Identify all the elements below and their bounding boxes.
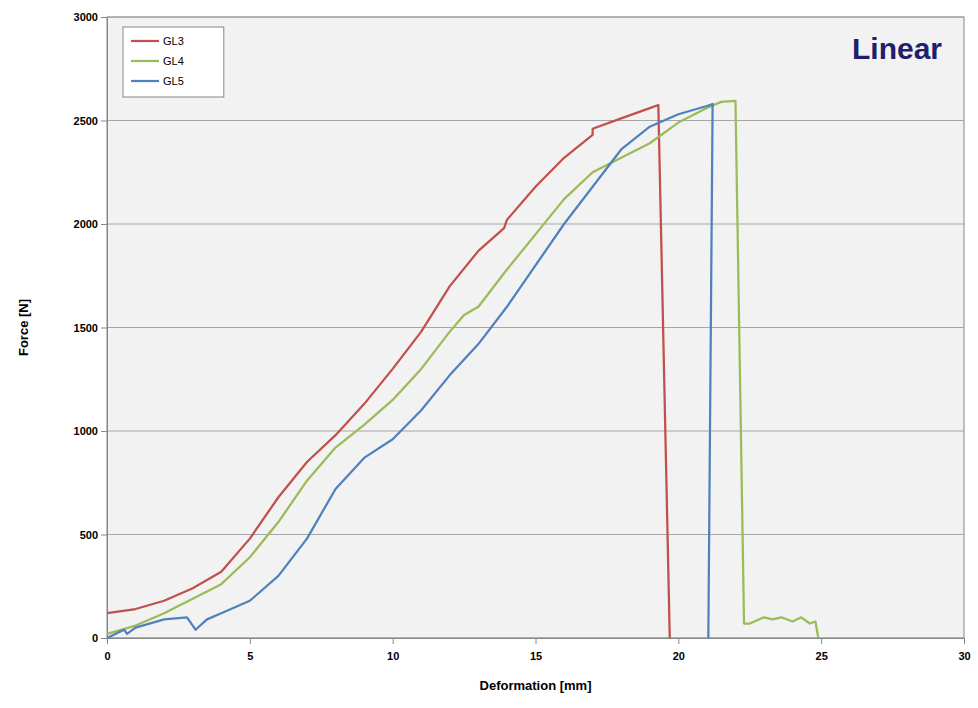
grid-line (107, 17, 964, 18)
tick: 0 (92, 632, 107, 644)
plot: 0 5 10 15 20 25 30 0 500 1000 1500 2000 2500 3000 (74, 11, 971, 662)
chart: 0 5 10 15 20 25 30 0 500 1000 1500 2000 2500 3000 Line… (0, 0, 978, 708)
tick-mark (101, 121, 107, 122)
legend-swatch (131, 40, 159, 42)
tick-label: 0 (104, 650, 110, 662)
tick: 20 (673, 638, 685, 662)
tick-mark (107, 638, 108, 644)
tick: 3000 (74, 11, 107, 23)
legend-label: GL3 (163, 35, 184, 47)
tick-mark (964, 638, 965, 644)
y-axis: 0 500 1000 1500 2000 2500 3000 (74, 11, 108, 644)
tick-label: 5 (247, 650, 253, 662)
tick: 25 (816, 638, 828, 662)
grid-line (107, 534, 964, 535)
tick: 1500 (74, 322, 107, 334)
grid-line (107, 431, 964, 432)
tick: 0 (104, 638, 110, 662)
grid-line (107, 327, 964, 328)
tick-mark (101, 224, 107, 225)
tick-mark (250, 638, 251, 644)
y-axis-title: Force [N] (16, 299, 31, 356)
tick-label: 1000 (74, 425, 98, 437)
series-line (107, 101, 818, 638)
tick-mark (536, 638, 537, 644)
tick: 10 (387, 638, 399, 662)
legend-label: GL4 (163, 55, 184, 67)
tick: 1000 (74, 425, 107, 437)
tick: 15 (530, 638, 542, 662)
series-group (107, 101, 818, 638)
tick-mark (678, 638, 679, 644)
tick-label: 30 (958, 650, 970, 662)
title: Linear (852, 32, 942, 65)
legend: GL3 GL4 GL5 (123, 27, 224, 97)
tick: 2000 (74, 218, 107, 230)
tick-label: 25 (816, 650, 828, 662)
tick-mark (101, 328, 107, 329)
tick: 30 (958, 638, 970, 662)
tick-label: 20 (673, 650, 685, 662)
legend-label: GL5 (163, 75, 184, 87)
tick-label: 2000 (74, 218, 98, 230)
tick: 5 (247, 638, 253, 662)
legend-box (123, 27, 224, 97)
x-axis-title: Deformation [mm] (480, 678, 592, 693)
tick-mark (821, 638, 822, 644)
tick-label: 3000 (74, 11, 98, 23)
tick-mark (393, 638, 394, 644)
tick-mark (101, 431, 107, 432)
tick-label: 0 (92, 632, 98, 644)
x-axis: 0 5 10 15 20 25 30 (104, 638, 970, 662)
series-line (107, 105, 670, 638)
legend-swatch (131, 60, 159, 62)
tick-mark (101, 17, 107, 18)
tick: 500 (80, 529, 107, 541)
tick-label: 500 (80, 529, 98, 541)
series-line (107, 104, 713, 638)
tick: 2500 (74, 115, 107, 127)
plot-area (107, 17, 964, 638)
tick-label: 10 (387, 650, 399, 662)
grid (107, 17, 964, 638)
tick-label: 15 (530, 650, 542, 662)
tick-mark (101, 535, 107, 536)
grid-line (107, 224, 964, 225)
axis-line (107, 18, 108, 639)
tick-mark (101, 638, 107, 639)
grid-line (107, 120, 964, 121)
tick-label: 2500 (74, 115, 98, 127)
legend-swatch (131, 80, 159, 82)
tick-label: 1500 (74, 322, 98, 334)
